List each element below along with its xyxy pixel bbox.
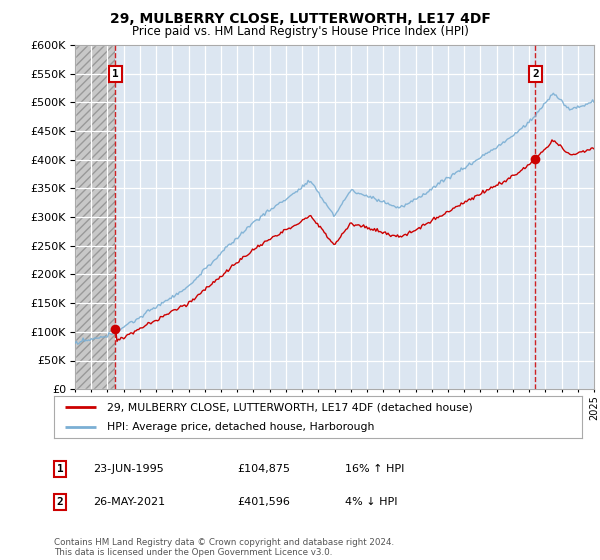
Text: Price paid vs. HM Land Registry's House Price Index (HPI): Price paid vs. HM Land Registry's House … — [131, 25, 469, 38]
Text: Contains HM Land Registry data © Crown copyright and database right 2024.
This d: Contains HM Land Registry data © Crown c… — [54, 538, 394, 557]
Text: 2: 2 — [532, 69, 539, 79]
Bar — [75, 45, 115, 389]
Text: 26-MAY-2021: 26-MAY-2021 — [93, 497, 165, 507]
Text: 1: 1 — [56, 464, 64, 474]
Text: 29, MULBERRY CLOSE, LUTTERWORTH, LE17 4DF: 29, MULBERRY CLOSE, LUTTERWORTH, LE17 4D… — [110, 12, 490, 26]
Text: 29, MULBERRY CLOSE, LUTTERWORTH, LE17 4DF (detached house): 29, MULBERRY CLOSE, LUTTERWORTH, LE17 4D… — [107, 402, 473, 412]
Text: 23-JUN-1995: 23-JUN-1995 — [93, 464, 164, 474]
Text: HPI: Average price, detached house, Harborough: HPI: Average price, detached house, Harb… — [107, 422, 374, 432]
Text: 4% ↓ HPI: 4% ↓ HPI — [345, 497, 398, 507]
Text: 1: 1 — [112, 69, 118, 79]
Text: £401,596: £401,596 — [237, 497, 290, 507]
Text: 16% ↑ HPI: 16% ↑ HPI — [345, 464, 404, 474]
Text: £104,875: £104,875 — [237, 464, 290, 474]
Text: 2: 2 — [56, 497, 64, 507]
